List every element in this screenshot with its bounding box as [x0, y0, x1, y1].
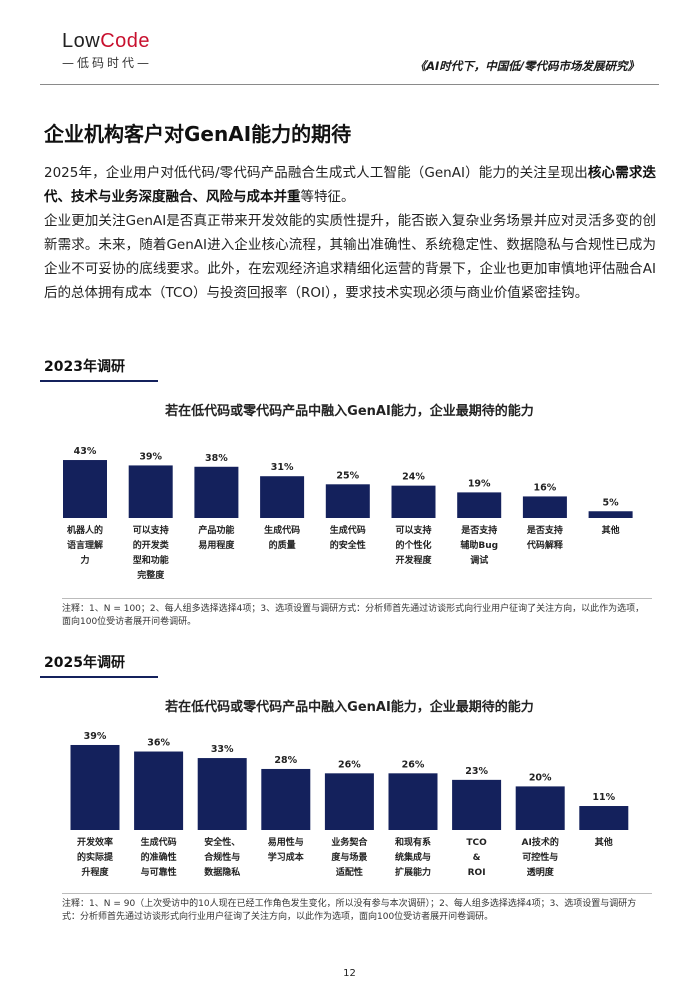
- bar: [588, 511, 633, 518]
- category-label: 和现有系统集成与扩展能力: [394, 836, 431, 878]
- data-label: 39%: [139, 451, 162, 462]
- bar: [63, 460, 107, 518]
- chart-note-2023: 注释：1、N = 100；2、每人组多选择选择4项；3、选项设置与调研方式：分析…: [62, 604, 645, 627]
- data-label: 23%: [465, 766, 488, 777]
- data-label: 26%: [338, 759, 361, 770]
- paragraph-2: 企业更加关注GenAI是否真正带来开发效能的实质性提升，能否嵌入复杂业务场景并应…: [44, 213, 656, 301]
- bar: [515, 786, 565, 830]
- category-label: 可以支持的开发类型和功能完整度: [133, 524, 170, 581]
- logo-subtitle: —低码时代—: [62, 56, 153, 70]
- data-label: 36%: [147, 738, 170, 749]
- data-label: 11%: [592, 792, 615, 803]
- data-label: 5%: [603, 497, 620, 508]
- bar: [522, 496, 567, 518]
- bar: [260, 476, 305, 518]
- page-title: 企业机构客户对GenAI能力的期待: [44, 122, 352, 146]
- category-label: 是否支持辅助Bug 调试: [460, 524, 498, 566]
- bar: [388, 773, 438, 830]
- data-label: 39%: [84, 731, 107, 742]
- data-label: 43%: [74, 446, 97, 457]
- category-label: 开发效率的实际提升程度: [77, 836, 114, 878]
- bar: [325, 484, 370, 518]
- bar: [197, 758, 247, 830]
- data-label: 20%: [529, 772, 552, 783]
- category-label: 其他: [595, 836, 613, 848]
- category-label: 可以支持的个性化开发程度: [395, 524, 432, 566]
- bar-chart-2023: 43% 机器人的语言理解力 39% 可以支持的开发类型和功能完整度 38% 产品功能易用程…: [63, 446, 633, 581]
- bar: [70, 744, 120, 830]
- logo-wordmark: LowCode: [62, 30, 151, 52]
- header-divider: [40, 84, 659, 85]
- data-label: 24%: [402, 472, 425, 483]
- chart-note-2025: 注释：1、N = 90（上次受访中的10人现在已经工作角色发生变化，所以没有参与…: [62, 899, 637, 922]
- chart-title-2023: 若在低代码或零代码产品中融入GenAI能力，企业最期待的能力: [165, 404, 534, 419]
- bar: [579, 806, 629, 830]
- data-label: 16%: [534, 482, 557, 493]
- bar: [457, 492, 502, 518]
- section-heading-2025: 2025年调研: [44, 655, 125, 671]
- logo: LowCode —低码时代—: [62, 30, 172, 71]
- bar: [452, 779, 502, 830]
- chart-title-2025: 若在低代码或零代码产品中融入GenAI能力，企业最期待的能力: [165, 700, 534, 715]
- category-label: 产品功能易用程度: [198, 524, 235, 551]
- category-label: 是否支持代码解释: [526, 524, 564, 551]
- data-label: 19%: [468, 478, 491, 489]
- report-title: 《AI时代下，中国低/零代码市场发展研究》: [414, 59, 639, 73]
- note-divider-2023: [62, 598, 652, 599]
- bar: [134, 751, 184, 830]
- section-heading-2023: 2023年调研: [44, 359, 125, 375]
- bar: [261, 768, 311, 830]
- category-label: 生成代码的质量: [264, 524, 300, 551]
- category-label: 安全性、合规性与数据隐私: [204, 836, 240, 878]
- data-label: 31%: [271, 462, 294, 473]
- bar: [324, 773, 374, 830]
- data-label: 38%: [205, 453, 228, 464]
- category-label: TCO & ROI: [466, 838, 487, 878]
- note-divider-2025: [62, 893, 652, 894]
- category-label: AI技术的可控性与透明度: [522, 836, 559, 878]
- category-label: 业务契合度与场景适配性: [331, 836, 368, 878]
- bar: [194, 466, 239, 518]
- highlight-text: 核心需求迭代、技术与业务深度融合、风险与成本并重: [44, 165, 656, 205]
- data-label: 28%: [274, 755, 297, 766]
- body-text: 2025年，企业用户对低代码/零代码产品融合生成式人工智能（GenAI）能力的关…: [44, 161, 656, 305]
- category-label: 易用性与学习成本: [268, 836, 305, 863]
- paragraph-1: 2025年，企业用户对低代码/零代码产品融合生成式人工智能（GenAI）能力的关…: [44, 165, 656, 205]
- bar-chart-2025: 39% 开发效率的实际提升程度 36% 生成代码的准确性与可靠性 33% 安全性、合规性与…: [70, 731, 629, 878]
- category-label: 生成代码的安全性: [330, 524, 366, 551]
- bar: [391, 485, 436, 518]
- category-label: 生成代码的准确性与可靠性: [141, 836, 177, 878]
- section-underline-2023: [40, 380, 158, 382]
- data-label: 33%: [211, 744, 234, 755]
- bar: [128, 465, 173, 518]
- page-number: 12: [343, 968, 356, 979]
- data-label: 26%: [402, 759, 425, 770]
- category-label: 其他: [602, 524, 620, 536]
- section-underline-2025: [40, 676, 158, 678]
- data-label: 25%: [336, 470, 359, 481]
- category-label: 机器人的语言理解力: [67, 524, 103, 566]
